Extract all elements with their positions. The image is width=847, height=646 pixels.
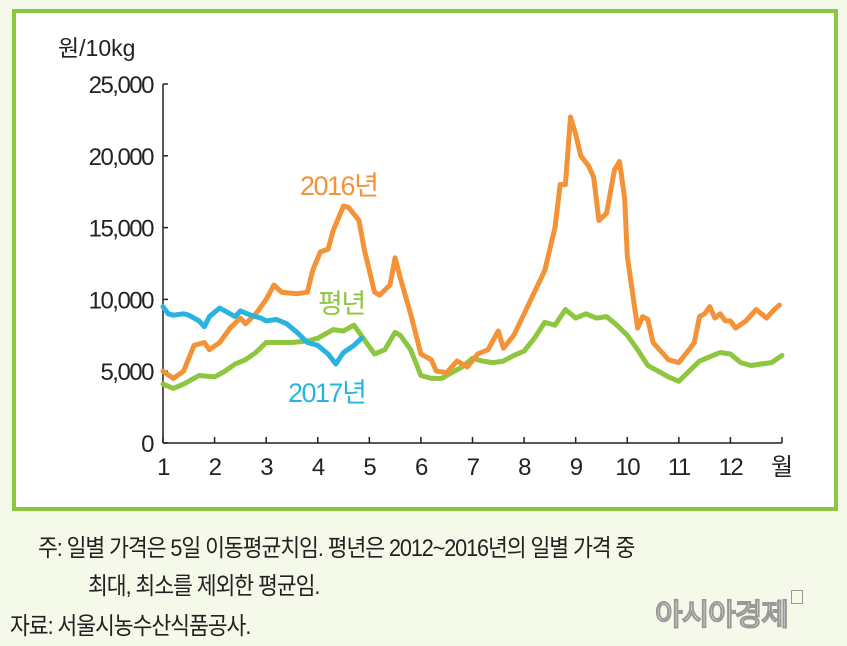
source-note: 자료: 서울시농수산식품공사. (10, 613, 251, 640)
x-tick-label: 11 (668, 454, 691, 481)
watermark-logo: 아시아경제 (655, 590, 803, 634)
y-tick-label: 20,000 (89, 144, 155, 171)
watermark-text: 아시아경제 (655, 599, 790, 633)
footnote-line-2: 최대, 최소를 제외한 평균임. (88, 573, 320, 600)
series-label-0: 2016년 (300, 171, 377, 201)
series-line-2 (160, 304, 365, 367)
x-tick-label: 6 (415, 454, 428, 481)
series-line-0 (160, 114, 782, 381)
chart-frame (12, 9, 838, 511)
watermark-mark (791, 590, 803, 604)
y-axis-unit-label: 원/10kg (58, 35, 135, 61)
x-tick-label: 3 (260, 454, 273, 481)
x-tick-label: 1 (157, 454, 170, 481)
footnote-line-1: 주: 일별 가격은 5일 이동평균치임. 평년은 2012~2016년의 일별 … (38, 535, 635, 562)
series-label-1: 평년 (318, 289, 365, 319)
series-line-1 (160, 307, 785, 391)
y-tick-label: 5,000 (100, 359, 154, 386)
x-tick-label: 7 (467, 454, 480, 481)
x-tick-label: 4 (312, 454, 325, 481)
y-tick-label: 25,000 (89, 72, 155, 99)
series-label-2: 2017년 (288, 378, 365, 408)
x-axis-unit-label: 월 (771, 454, 793, 481)
y-tick-label: 15,000 (89, 216, 155, 243)
y-tick-label: 10,000 (89, 287, 155, 314)
x-tick-label: 9 (570, 454, 583, 481)
x-tick-label: 5 (363, 454, 376, 481)
x-tick-label: 2 (209, 454, 222, 481)
y-tick-label: 0 (141, 431, 154, 458)
x-tick-label: 12 (719, 454, 744, 481)
x-tick-label: 10 (615, 454, 640, 481)
x-tick-label: 8 (518, 454, 531, 481)
